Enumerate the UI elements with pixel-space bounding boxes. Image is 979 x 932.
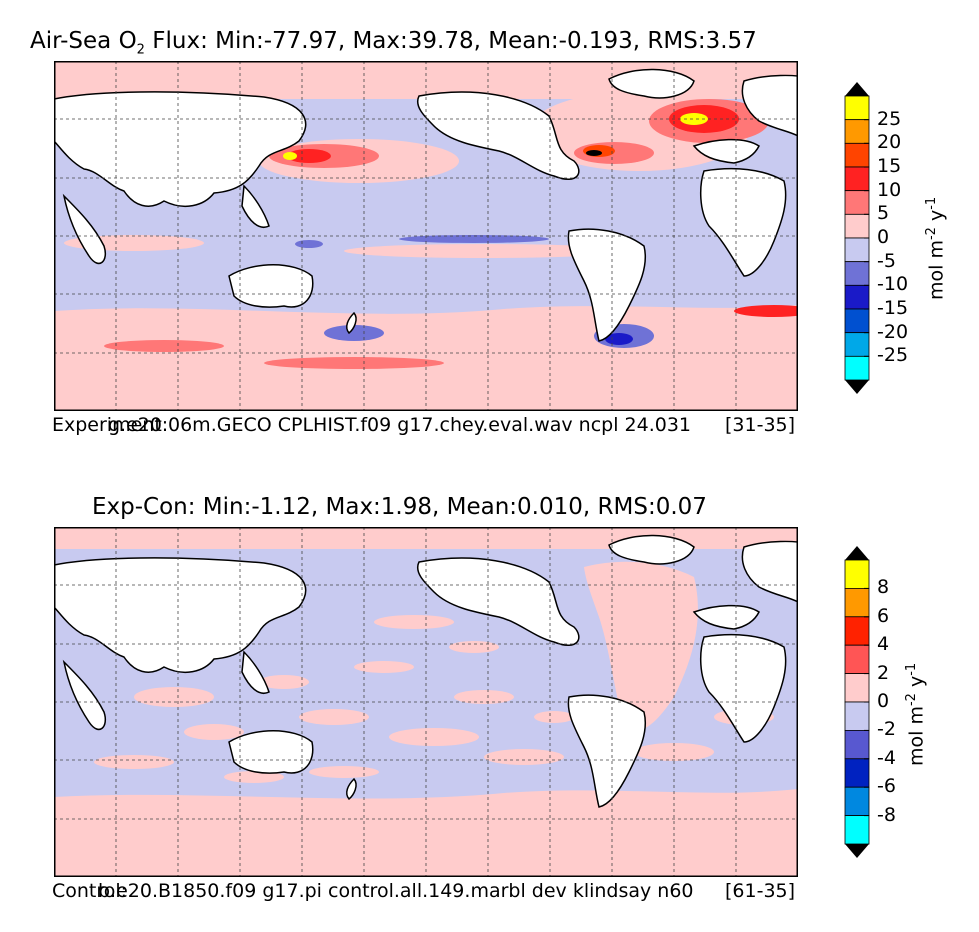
panel1-gridlines xyxy=(54,61,798,411)
panel2-title: Exp-Con: Min:-1.12, Max:1.98, Mean:0.010… xyxy=(92,494,707,520)
panel2-colorbar xyxy=(844,546,870,858)
panel2-colorbar-swatch xyxy=(844,673,870,703)
panel1-colorbar-swatch xyxy=(844,308,870,334)
panel2-colorbar-swatch xyxy=(844,729,870,760)
panel1-map xyxy=(54,61,798,411)
panel1-footer-label: Experiment: xyxy=(52,414,169,436)
panel2-colorbar-tick-label: 6 xyxy=(877,604,890,627)
panel2-footer-years: [61-35] xyxy=(725,880,796,902)
panel2-colorbar-swatch xyxy=(844,559,870,589)
panel1-colorbar-swatch xyxy=(844,142,870,168)
panel1-colorbar-tick-label: -25 xyxy=(877,344,909,367)
panel1-colorbar-unit: mol m-2 y-1 xyxy=(924,196,948,300)
panel2-colorbar-swatch xyxy=(844,758,870,788)
panel1-colorbar-swatch xyxy=(844,261,870,286)
panel1-colorbar-tick-label: -10 xyxy=(877,273,909,296)
panel1-title: Air-Sea O2 Flux: Min:-77.97, Max:39.78, … xyxy=(30,28,757,58)
panel2-colorbar-swatch xyxy=(844,644,870,674)
panel2-colorbar-tick-label: 0 xyxy=(877,690,890,712)
panel2-colorbar-tick-label: 4 xyxy=(877,633,890,656)
panel2-colorbar-swatch xyxy=(844,786,870,816)
panel1-colorbar-swatch xyxy=(844,166,870,192)
panel1-colorbar-swatch xyxy=(844,237,870,263)
panel1-colorbar-swatch xyxy=(844,355,870,381)
panel2-colorbar-tick-label: 8 xyxy=(877,576,890,599)
panel2-colorbar-tick-label: 2 xyxy=(877,661,890,684)
panel1-colorbar-tick-label: -15 xyxy=(877,297,909,319)
panel2-colorbar-extend-min xyxy=(845,844,869,858)
panel1-colorbar-tick-label: 0 xyxy=(877,226,890,248)
panel2-map xyxy=(54,527,798,877)
panel1-colorbar-swatch xyxy=(844,332,870,357)
panel1-colorbar-tick-label: -20 xyxy=(877,320,909,343)
panel1-colorbar-tick-label: 20 xyxy=(877,131,902,154)
panel1-colorbar-tick-label: 15 xyxy=(877,155,902,177)
panel1-footer-years: [31-35] xyxy=(725,414,796,436)
panel1-colorbar-swatch xyxy=(844,190,870,215)
panel1-colorbar-swatch xyxy=(844,213,870,239)
panel1-footer-case: g.e20.06m.GECO CPLHIST.f09 g17.chey.eval… xyxy=(108,414,692,436)
panel1-colorbar-extend-min xyxy=(845,380,869,394)
panel2-footer-label: Control: xyxy=(52,880,128,902)
panel1-colorbar xyxy=(844,82,870,394)
panel2-colorbar-swatch xyxy=(844,616,870,646)
panel2-footer-case: b.e20.B1850.f09 g17.pi control.all.149.m… xyxy=(98,880,694,902)
panel2-colorbar-tick-label: -2 xyxy=(877,718,896,741)
panel2-colorbar-swatch xyxy=(844,815,870,845)
panel2-gridlines xyxy=(54,527,798,877)
panel1-colorbar-tick-label: 25 xyxy=(877,107,902,130)
panel1-colorbar-extend-max xyxy=(845,82,869,96)
panel1-colorbar-tick-label: -5 xyxy=(877,249,896,272)
panel2-colorbar-tick-label: -8 xyxy=(877,803,896,826)
panel2-colorbar-extend-max xyxy=(845,546,869,560)
panel2-colorbar-unit: mol m-2 y-1 xyxy=(904,662,928,766)
panel2-colorbar-tick-label: -4 xyxy=(877,746,896,769)
panel1-colorbar-tick-label: 10 xyxy=(877,178,902,201)
panel1-colorbar-swatch xyxy=(844,284,870,310)
panel1-colorbar-swatch xyxy=(844,119,870,144)
panel2-colorbar-swatch xyxy=(844,701,870,731)
panel2-colorbar-swatch xyxy=(844,588,870,618)
panel1-colorbar-swatch xyxy=(844,95,870,121)
panel2-colorbar-tick-label: -6 xyxy=(877,775,896,798)
panel1-colorbar-tick-label: 5 xyxy=(877,202,890,225)
panel1-pacific-band xyxy=(344,244,624,258)
